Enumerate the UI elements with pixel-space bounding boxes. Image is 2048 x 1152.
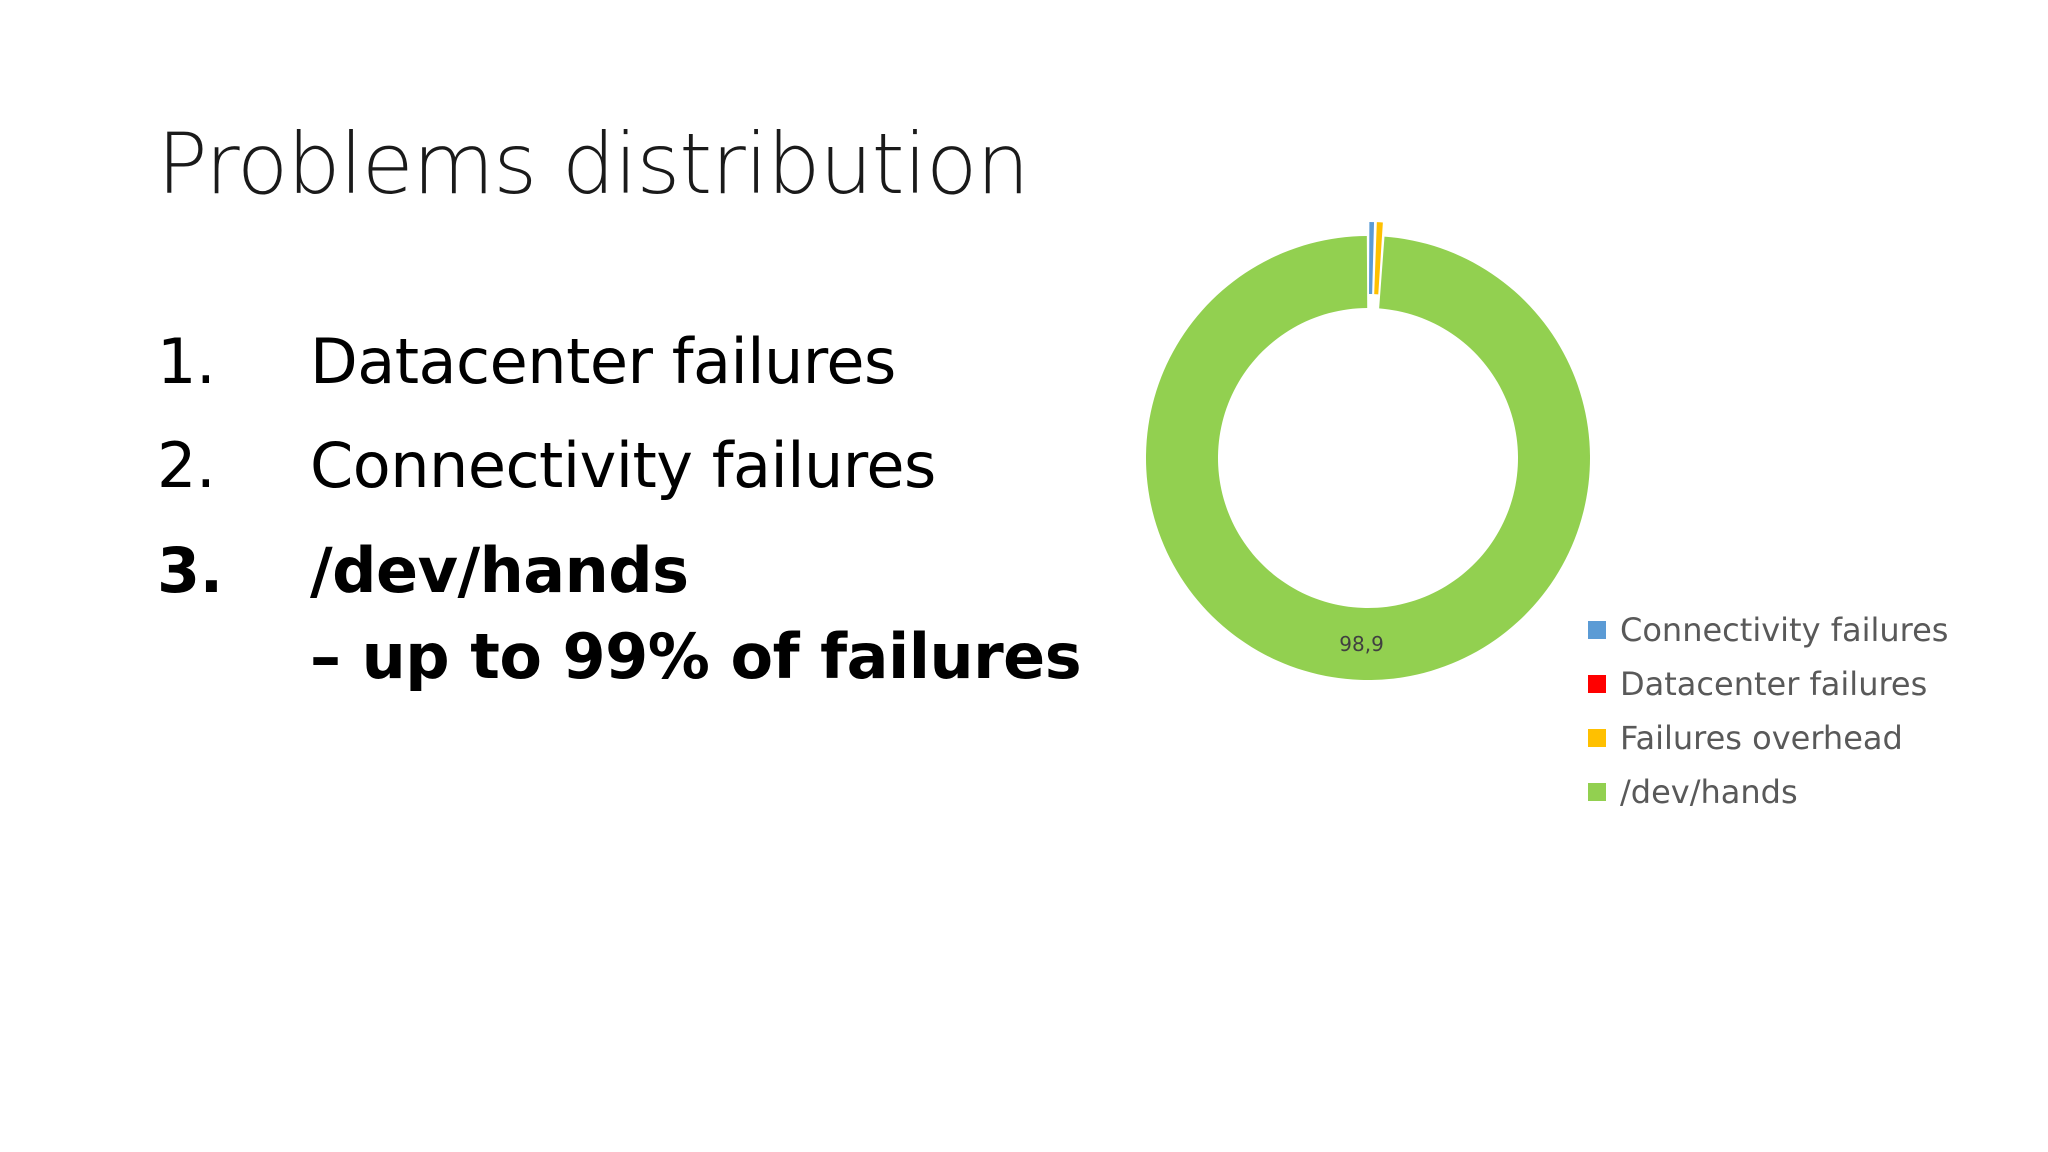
list-item-text: /dev/hands [310,534,689,607]
list-item: 1. Datacenter failures [157,310,1081,414]
list-item-number: 1. [157,325,216,398]
legend-swatch [1588,729,1606,747]
doughnut-chart: 98,9 [1100,200,2000,850]
doughnut-slice-connectivity-failures [1369,222,1375,295]
list-item-number: 2. [157,429,216,502]
legend-label: Failures overhead [1620,719,1903,757]
legend-item: /dev/hands [1588,765,1948,819]
list-item-subtext: – up to 99% of failures [310,620,1082,693]
list-item-text: Datacenter failures [310,325,896,398]
doughnut-chart-svg: 98,9 [1146,222,1590,680]
legend-swatch [1588,783,1606,801]
doughnut-data-label: 98,9 [1339,632,1384,656]
list-item-number: 3. [157,534,223,607]
legend-swatch [1588,675,1606,693]
doughnut-slice-failures-overhead [1374,222,1383,295]
list-item-text: Connectivity failures [310,429,936,502]
legend-swatch [1588,621,1606,639]
legend-label: Datacenter failures [1620,665,1928,703]
bullet-list: 1. Datacenter failures 2. Connectivity f… [157,310,1082,700]
legend-label: /dev/hands [1620,773,1798,811]
list-item-highlighted: 3. /dev/hands – up to 99% of failures [157,528,1082,700]
legend-item: Datacenter failures [1588,657,1948,711]
list-item: 2. Connectivity failures [157,414,1081,518]
legend-item: Connectivity failures [1588,603,1948,657]
legend-label: Connectivity failures [1620,611,1949,649]
chart-legend: Connectivity failures Datacenter failures… [1588,603,1948,819]
legend-item: Failures overhead [1588,711,1948,765]
slide-title: Problems distribution [157,115,1030,213]
doughnut-slice-dev-hands [1146,236,1590,680]
